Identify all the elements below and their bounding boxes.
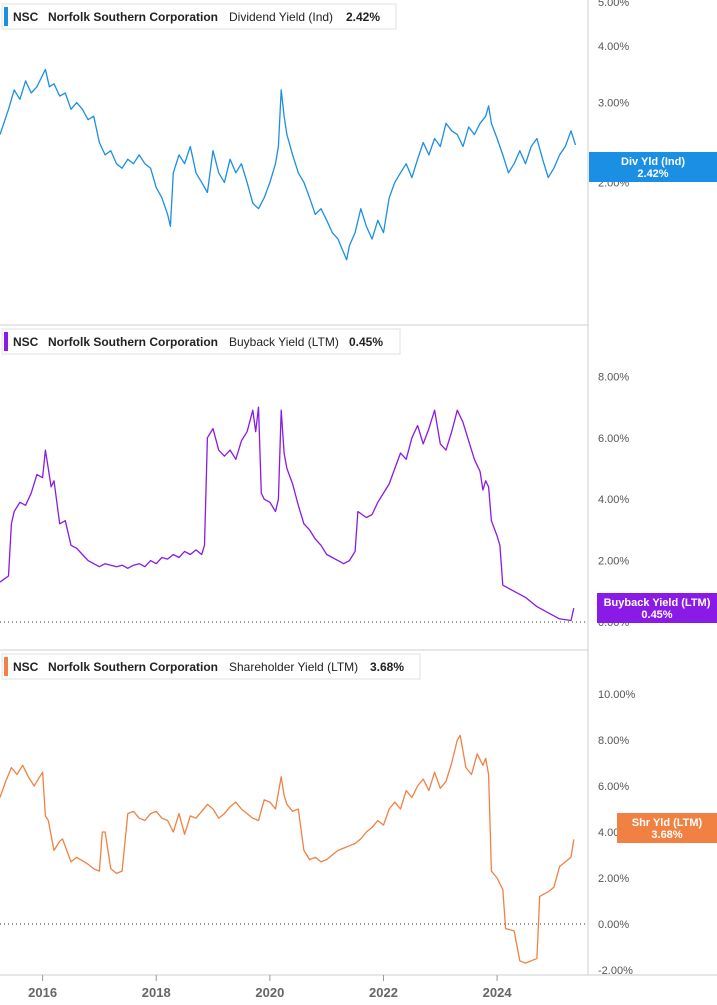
legend-company: Norfolk Southern Corporation [48, 10, 218, 24]
legend-box [1, 328, 401, 355]
legend-ticker: NSC [13, 335, 39, 349]
legend-metric: Dividend Yield (Ind) [229, 10, 333, 24]
series-line [0, 406, 575, 622]
y-tick-label: 2.00% [598, 556, 629, 568]
value-pill-name: Buyback Yield (LTM) [604, 597, 711, 609]
value-pill-name: Div Yld (Ind) [621, 156, 685, 168]
y-tick-label: 2.00% [598, 873, 629, 885]
y-tick-label: 4.00% [598, 41, 629, 53]
legend-swatch [4, 332, 8, 351]
legend-value: 3.68% [370, 660, 404, 674]
value-pill-value: 0.45% [641, 609, 672, 621]
x-tick-label: 2022 [369, 985, 398, 1000]
legend-box [1, 3, 397, 30]
legend-box [1, 653, 421, 680]
x-tick-label: 2020 [255, 985, 284, 1000]
y-tick-label: 6.00% [598, 433, 629, 445]
x-tick-label: 2018 [142, 985, 171, 1000]
y-tick-label: -2.00% [598, 965, 633, 977]
legend-ticker: NSC [13, 660, 39, 674]
legend-swatch [4, 657, 8, 676]
x-tick-label: 2016 [28, 985, 57, 1000]
y-tick-label: 6.00% [598, 781, 629, 793]
value-pill [597, 593, 717, 623]
legend-ticker: NSC [13, 10, 39, 24]
y-tick-label: 4.00% [598, 494, 629, 506]
legend-swatch [4, 7, 8, 26]
y-tick-label: 8.00% [598, 371, 629, 383]
y-tick-label: 5.00% [598, 0, 629, 9]
series-line [0, 68, 577, 261]
y-tick-label: 8.00% [598, 735, 629, 747]
legend-value: 0.45% [349, 335, 383, 349]
legend-metric: Shareholder Yield (LTM) [229, 660, 358, 674]
value-pill-value: 3.68% [651, 829, 682, 841]
y-tick-label: 3.00% [598, 98, 629, 110]
legend-company: Norfolk Southern Corporation [48, 660, 218, 674]
series-line [0, 734, 575, 964]
y-tick-label: 0.00% [598, 919, 629, 931]
value-pill-name: Shr Yld (LTM) [632, 817, 703, 829]
value-pill-value: 2.42% [637, 168, 668, 180]
y-tick-label: 10.00% [598, 689, 636, 701]
value-pill [617, 813, 717, 843]
x-tick-label: 2024 [483, 985, 513, 1000]
legend-company: Norfolk Southern Corporation [48, 335, 218, 349]
legend-metric: Buyback Yield (LTM) [229, 335, 339, 349]
value-pill [589, 152, 717, 182]
legend-value: 2.42% [346, 10, 380, 24]
